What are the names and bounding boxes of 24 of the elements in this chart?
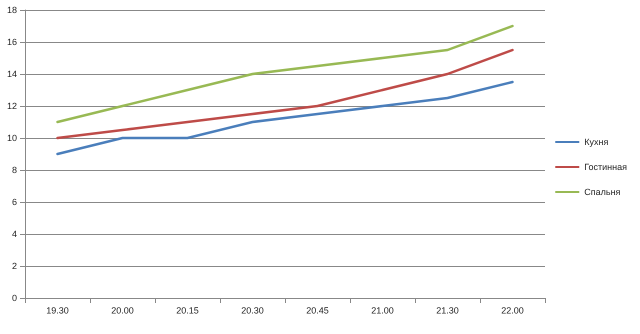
y-tick-label: 10: [6, 133, 17, 143]
x-tick-label: 20.45: [306, 306, 329, 316]
x-tick-label: 22.00: [501, 306, 524, 316]
y-tick-label: 16: [6, 37, 17, 47]
x-tick-label: 20.15: [176, 306, 199, 316]
x-tick-label: 21.00: [371, 306, 394, 316]
y-tick-label: 8: [12, 165, 17, 175]
y-tick-label: 14: [6, 69, 17, 79]
y-tick-label: 2: [12, 261, 17, 271]
y-tick-label: 18: [6, 5, 17, 15]
line-series: [56, 48, 514, 140]
legend-label: Спальня: [584, 187, 621, 197]
y-tick-label: 12: [6, 101, 17, 111]
y-tick-label: 6: [12, 197, 17, 207]
x-tick-label: 21.30: [436, 306, 459, 316]
line-series: [56, 80, 514, 156]
x-tick-label: 20.00: [111, 306, 134, 316]
line-series: [56, 24, 514, 124]
x-tick-label: 20.30: [241, 306, 264, 316]
legend-label: Кухня: [584, 137, 608, 147]
y-tick-label: 0: [12, 293, 17, 303]
y-tick-label: 4: [12, 229, 17, 239]
legend-label: Гостинная: [584, 162, 628, 172]
x-tick-label: 19.30: [46, 306, 69, 316]
